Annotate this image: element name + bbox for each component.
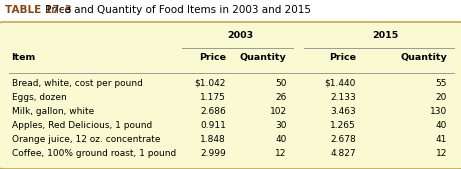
- Text: Price and Quantity of Food Items in 2003 and 2015: Price and Quantity of Food Items in 2003…: [42, 5, 312, 15]
- Text: 12: 12: [436, 149, 447, 158]
- Text: $1.042: $1.042: [195, 79, 226, 88]
- Text: 2.999: 2.999: [200, 149, 226, 158]
- Text: 2015: 2015: [372, 31, 398, 40]
- FancyBboxPatch shape: [0, 22, 461, 169]
- Text: 1.848: 1.848: [200, 135, 226, 144]
- Text: 102: 102: [270, 107, 287, 116]
- Text: Bread, white, cost per pound: Bread, white, cost per pound: [12, 79, 142, 88]
- Text: Milk, gallon, white: Milk, gallon, white: [12, 107, 94, 116]
- Text: Eggs, dozen: Eggs, dozen: [12, 93, 66, 102]
- Text: Orange juice, 12 oz. concentrate: Orange juice, 12 oz. concentrate: [12, 135, 160, 144]
- Text: 50: 50: [275, 79, 287, 88]
- Text: 3.463: 3.463: [330, 107, 356, 116]
- Text: 1.175: 1.175: [200, 93, 226, 102]
- Text: Coffee, 100% ground roast, 1 pound: Coffee, 100% ground roast, 1 pound: [12, 149, 176, 158]
- Text: $1.440: $1.440: [325, 79, 356, 88]
- Text: 41: 41: [436, 135, 447, 144]
- Text: 4.827: 4.827: [330, 149, 356, 158]
- Text: 2003: 2003: [227, 31, 253, 40]
- Text: 26: 26: [275, 93, 287, 102]
- Text: 0.911: 0.911: [200, 121, 226, 130]
- Text: 1.265: 1.265: [330, 121, 356, 130]
- Text: 130: 130: [430, 107, 447, 116]
- Text: 2.133: 2.133: [330, 93, 356, 102]
- Text: 20: 20: [436, 93, 447, 102]
- Text: 12: 12: [275, 149, 287, 158]
- Text: Price: Price: [329, 53, 356, 62]
- Text: 2.686: 2.686: [200, 107, 226, 116]
- Text: TABLE 17–3: TABLE 17–3: [5, 5, 71, 15]
- Text: Quantity: Quantity: [240, 53, 287, 62]
- Text: Apples, Red Delicious, 1 pound: Apples, Red Delicious, 1 pound: [12, 121, 152, 130]
- Text: 2.678: 2.678: [330, 135, 356, 144]
- Text: Item: Item: [12, 53, 36, 62]
- Text: 40: 40: [275, 135, 287, 144]
- Text: 40: 40: [436, 121, 447, 130]
- Text: 55: 55: [436, 79, 447, 88]
- Text: 30: 30: [275, 121, 287, 130]
- Text: Price: Price: [199, 53, 226, 62]
- Text: Quantity: Quantity: [401, 53, 447, 62]
